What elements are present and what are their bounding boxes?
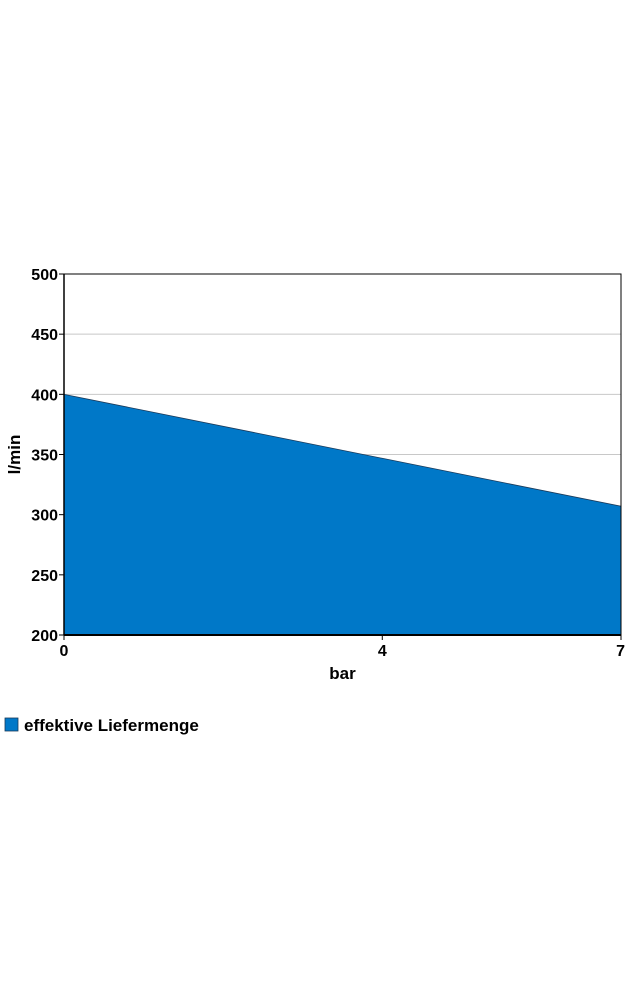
y-tick-label-300: 300: [31, 508, 58, 525]
y-tick-label-400: 400: [31, 387, 58, 404]
x-tick-label-4: 4: [378, 643, 387, 660]
x-tick-label-7: 7: [616, 643, 625, 660]
area-series-effektive-liefermenge: [63, 393, 622, 636]
y-tick-label-450: 450: [31, 327, 58, 344]
y-axis-ticks: 200 250 300 350 400 450 500: [31, 267, 64, 645]
y-axis-label: l/min: [5, 435, 24, 475]
y-tick-label-250: 250: [31, 568, 58, 585]
x-tick-label-0: 0: [60, 643, 69, 660]
legend-swatch: [4, 717, 19, 732]
x-axis-label: bar: [329, 664, 356, 683]
legend-label: effektive Liefermenge: [24, 716, 199, 735]
x-axis-ticks: 0 4 7: [60, 635, 625, 660]
y-tick-label-350: 350: [31, 448, 58, 465]
y-tick-label-200: 200: [31, 628, 58, 645]
legend: effektive Liefermenge: [4, 716, 199, 735]
y-tick-label-500: 500: [31, 267, 58, 284]
